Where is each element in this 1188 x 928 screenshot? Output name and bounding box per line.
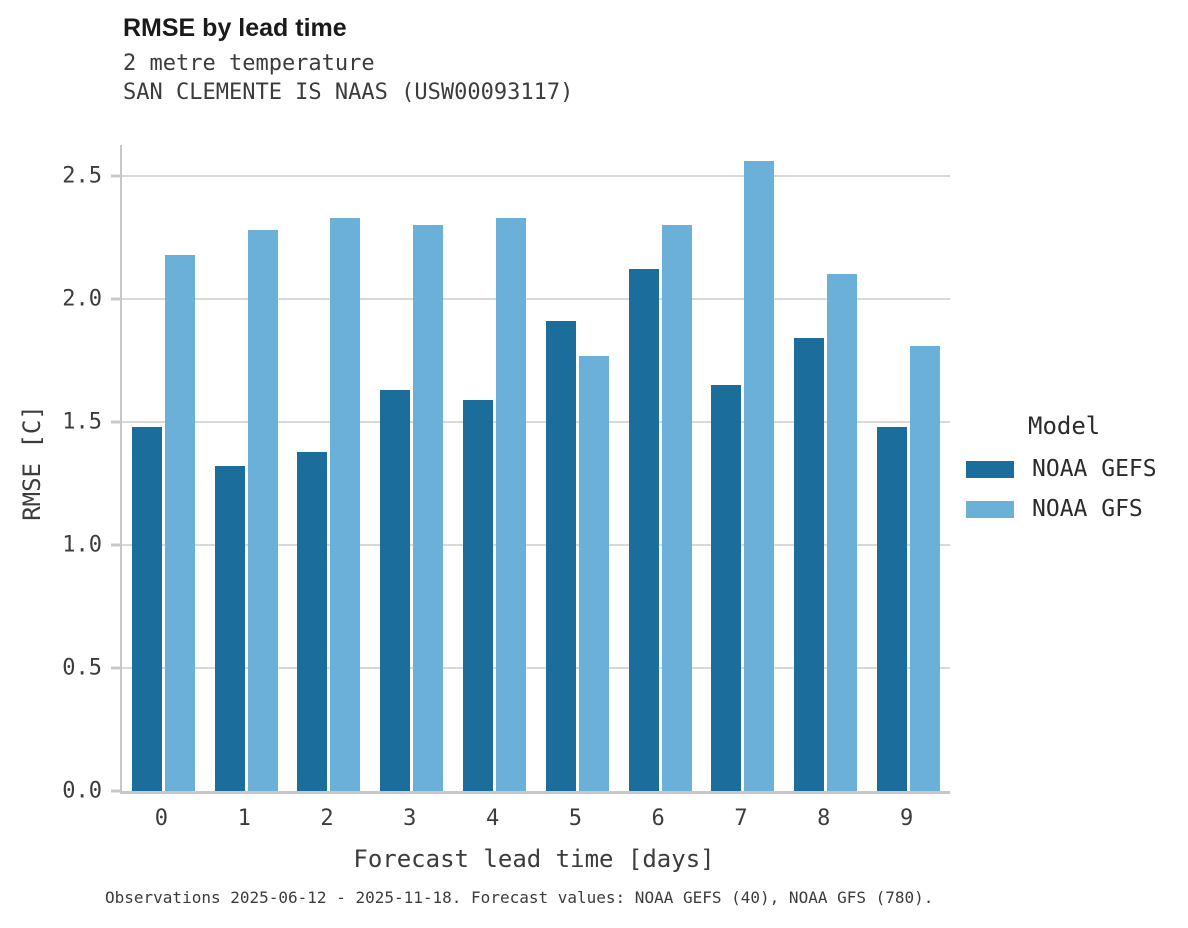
bar-noaa-gefs-day-2 (297, 451, 328, 791)
bar-group-1 (205, 145, 288, 791)
y-tick-mark-1.5 (111, 420, 120, 424)
y-tick-mark-2.0 (111, 297, 120, 301)
legend-item-noaa-gfs: NOAA GFS (966, 496, 1157, 522)
y-tick-label-1.0: 1.0 (62, 532, 102, 558)
title-block: RMSE by lead time 2 metre temperature SA… (123, 14, 573, 107)
bar-noaa-gefs-day-0 (131, 426, 162, 791)
x-tick-label-9: 9 (899, 806, 914, 831)
x-tick-label-2: 2 (320, 806, 334, 831)
y-tick-label-2.0: 2.0 (62, 286, 102, 312)
bar-noaa-gefs-day-5 (545, 321, 576, 791)
x-tick-label-6: 6 (651, 806, 665, 831)
legend-label: NOAA GEFS (1032, 456, 1157, 482)
bar-noaa-gfs-day-0 (164, 254, 195, 791)
bar-noaa-gefs-day-7 (711, 385, 742, 791)
bar-noaa-gfs-day-5 (578, 355, 609, 791)
x-tick-label-7: 7 (734, 806, 748, 831)
bar-group-5 (536, 145, 619, 791)
y-tick-mark-1.0 (111, 543, 120, 547)
legend-title: Model (1028, 412, 1101, 440)
x-axis-ticks: 0 1 2 3 4 5 6 7 8 9 (120, 806, 948, 831)
bar-noaa-gefs-day-4 (463, 399, 494, 791)
y-axis-ticks: 0.0 0.5 1.0 1.5 2.0 2.5 (0, 145, 120, 804)
bar-noaa-gefs-day-9 (877, 426, 908, 791)
legend-item-noaa-gefs: NOAA GEFS (966, 456, 1157, 482)
gridline-1.0 (122, 544, 950, 546)
chart-subtitle-variable: 2 metre temperature (123, 51, 375, 76)
y-tick-mark-0.5 (111, 666, 120, 670)
gridline-2.0 (122, 298, 950, 300)
bar-group-4 (453, 145, 536, 791)
chart-subtitle-station: SAN CLEMENTE IS NAAS (USW00093117) (123, 80, 574, 105)
bar-group-8 (784, 145, 867, 791)
legend: Model NOAA GEFS NOAA GFS (966, 412, 1157, 536)
bar-noaa-gfs-day-9 (910, 345, 941, 791)
y-tick-label-1.5: 1.5 (62, 409, 102, 435)
bar-group-3 (370, 145, 453, 791)
bar-group-2 (288, 145, 371, 791)
legend-swatch-icon (966, 460, 1014, 478)
bar-group-6 (619, 145, 702, 791)
x-tick-label-5: 5 (568, 806, 582, 831)
caption: Observations 2025-06-12 - 2025-11-18. Fo… (105, 888, 934, 907)
y-tick-label-0.5: 0.5 (62, 655, 102, 681)
gridline-0.5 (122, 667, 950, 669)
x-tick-label-0: 0 (154, 806, 169, 831)
bar-group-7 (702, 145, 785, 791)
bar-groups (122, 145, 950, 791)
chart-title: RMSE by lead time (123, 14, 347, 42)
bar-noaa-gfs-day-3 (413, 225, 444, 791)
legend-swatch-icon (966, 500, 1014, 518)
bar-noaa-gefs-day-1 (214, 466, 245, 791)
bar-noaa-gfs-day-6 (661, 225, 692, 791)
y-tick-mark-2.5 (111, 174, 120, 178)
legend-items: NOAA GEFS NOAA GFS (966, 456, 1157, 522)
bar-group-0 (122, 145, 205, 791)
bar-noaa-gfs-day-2 (330, 217, 361, 791)
legend-label: NOAA GFS (1032, 496, 1143, 522)
bar-noaa-gfs-day-7 (744, 161, 775, 791)
gridline-1.5 (122, 421, 950, 423)
bar-noaa-gefs-day-8 (794, 338, 825, 791)
bar-noaa-gfs-day-8 (827, 274, 858, 791)
plot-area (120, 145, 950, 794)
bar-noaa-gfs-day-4 (496, 217, 527, 791)
bar-noaa-gefs-day-3 (380, 390, 411, 791)
bar-group-9 (867, 145, 950, 791)
x-tick-label-8: 8 (817, 806, 831, 831)
bar-noaa-gefs-day-6 (628, 269, 659, 791)
x-tick-label-4: 4 (485, 806, 500, 831)
bar-noaa-gfs-day-1 (247, 230, 278, 791)
x-tick-label-1: 1 (237, 806, 251, 831)
gridline-2.5 (122, 175, 950, 177)
x-axis-label: Forecast lead time [days] (353, 845, 715, 873)
y-tick-label-2.5: 2.5 (62, 163, 102, 189)
x-tick-label-3: 3 (403, 806, 417, 831)
y-tick-mark-0.0 (111, 789, 120, 793)
y-tick-label-0.0: 0.0 (62, 778, 102, 804)
